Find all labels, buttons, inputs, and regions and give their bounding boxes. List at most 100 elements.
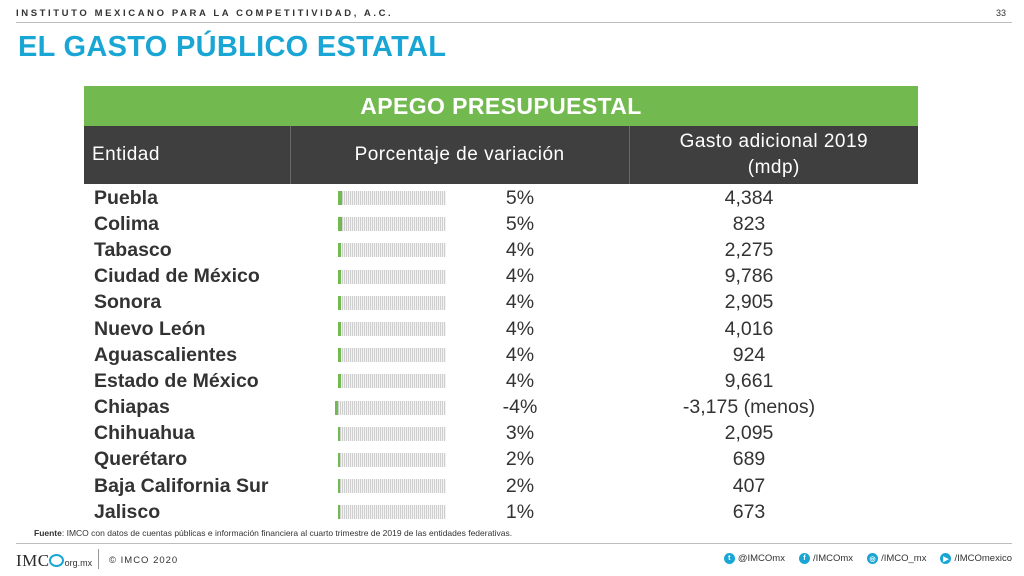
- column-header-gasto-line2: (mdp): [747, 157, 800, 178]
- bar-track: [338, 243, 446, 258]
- cell-pct: 2%: [505, 448, 535, 471]
- bar-track: [338, 191, 446, 206]
- bar-fill: [338, 269, 342, 284]
- copyright: © IMCO 2020: [109, 555, 179, 566]
- cell-gasto: 924: [732, 343, 766, 366]
- top-divider: [16, 22, 1012, 23]
- cell-pct: 5%: [505, 186, 535, 209]
- page-number: 33: [995, 8, 1006, 18]
- cell-gasto: 2,905: [724, 291, 774, 314]
- logo-domain: org.mx: [64, 558, 93, 568]
- cell-entidad: Chihuahua: [94, 422, 195, 445]
- social-link[interactable]: f/IMCOmx: [798, 553, 853, 564]
- cell-entidad: Puebla: [94, 186, 158, 209]
- table-row: Baja California Sur 2% 407: [84, 473, 918, 499]
- footer: IMC org.mx © IMCO 2020 t @IMCOmx f/IMCOmx ◎ /…: [16, 549, 1012, 571]
- column-header-row: Entidad Porcentaje de variación Gasto ad…: [84, 126, 918, 184]
- cell-gasto: 407: [732, 474, 766, 497]
- cell-pct: 3%: [505, 422, 535, 445]
- cell-pct: 4%: [505, 317, 535, 340]
- bar-track: [338, 269, 446, 284]
- table-row: Chihuahua 3% 2,095: [84, 421, 918, 447]
- bar-fill: [338, 243, 342, 258]
- cell-entidad: Aguascalientes: [94, 343, 238, 366]
- cell-entidad: Ciudad de México: [94, 265, 260, 288]
- bar-fill: [338, 191, 342, 206]
- cell-entidad: Querétaro: [94, 448, 188, 471]
- table-row: Chiapas -4% -3,175 (menos): [84, 395, 918, 421]
- column-header-gasto-line1: Gasto adicional 2019: [679, 131, 869, 152]
- table-row: Estado de México 4% 9,661: [84, 368, 918, 394]
- cell-gasto: -3,175 (menos): [682, 396, 816, 419]
- cell-pct: 2%: [505, 474, 535, 497]
- cell-gasto: 673: [732, 500, 766, 523]
- page-title: EL GASTO PÚBLICO ESTATAL: [18, 31, 447, 63]
- youtube-icon: ▶: [940, 553, 952, 564]
- cell-pct: 5%: [505, 212, 535, 235]
- cell-entidad: Tabasco: [94, 238, 172, 261]
- cell-entidad: Chiapas: [94, 396, 170, 419]
- cell-pct: 4%: [505, 369, 535, 392]
- cell-gasto: 689: [732, 448, 766, 471]
- footer-separator: [98, 549, 99, 569]
- table-row: Querétaro 2% 689: [84, 447, 918, 473]
- bar-track: [334, 400, 446, 415]
- cell-variacion-bar: [290, 499, 460, 525]
- cell-pct: 4%: [505, 265, 535, 288]
- bar-fill: [338, 426, 341, 441]
- bar-fill: [338, 348, 342, 363]
- cell-pct: 4%: [505, 291, 535, 314]
- bar-fill: [338, 322, 342, 337]
- cell-variacion-bar: [290, 264, 460, 290]
- cell-gasto: 9,661: [724, 369, 774, 392]
- bar-track: [338, 426, 446, 441]
- cell-entidad: Estado de México: [94, 369, 259, 392]
- cell-entidad: Colima: [94, 212, 160, 235]
- cell-variacion-bar: [290, 211, 460, 237]
- source-label: Fuente: [34, 528, 62, 538]
- social-link[interactable]: ◎/IMCO_mx: [867, 553, 926, 564]
- source-note: Fuente: IMCO con datos de cuentas públic…: [34, 528, 512, 538]
- cell-entidad: Jalisco: [94, 500, 161, 523]
- table-row: Nuevo León 4% 4,016: [84, 316, 918, 342]
- cell-variacion-bar: [290, 473, 460, 499]
- social-link[interactable]: t @IMCOmx: [723, 553, 785, 564]
- cell-gasto: 4,384: [724, 186, 774, 209]
- cell-entidad: Nuevo León: [94, 317, 206, 340]
- cell-gasto: 2,275: [724, 238, 774, 261]
- imco-logo[interactable]: IMC org.mx: [16, 551, 92, 571]
- bar-track: [338, 505, 446, 520]
- column-header-entidad: Entidad: [92, 144, 160, 165]
- cell-variacion-bar: [290, 290, 460, 316]
- bar-track: [338, 452, 446, 467]
- logo-text: IMC: [16, 551, 50, 570]
- twitter-icon: t: [723, 553, 735, 564]
- bar-fill: [338, 479, 340, 494]
- org-name: INSTITUTO MEXICANO PARA LA COMPETITIVIDA…: [16, 8, 394, 19]
- social-link[interactable]: ▶/IMCOmexico: [940, 553, 1012, 564]
- bar-track: [338, 348, 446, 363]
- table-row: Colima 5% 823: [84, 211, 918, 237]
- top-bar: INSTITUTO MEXICANO PARA LA COMPETITIVIDA…: [16, 6, 1012, 24]
- table-body: Puebla 5% 4,384 Colima 5% 823 Tabasco 4% 2,275 Ci…: [84, 185, 918, 525]
- budget-table: APEGO PRESUPUESTAL Entidad Porcentaje de…: [84, 86, 918, 525]
- table-row: Aguascalientes 4% 924: [84, 342, 918, 368]
- cell-gasto: 9,786: [724, 265, 774, 288]
- bar-fill: [338, 452, 340, 467]
- table-banner: APEGO PRESUPUESTAL: [84, 86, 918, 126]
- bar-fill: [338, 295, 342, 310]
- cell-variacion-bar: [290, 185, 460, 211]
- cell-gasto: 823: [732, 212, 766, 235]
- bar-track: [338, 295, 446, 310]
- cell-variacion-bar: [290, 447, 460, 473]
- social-label: @IMCOmx: [737, 553, 785, 564]
- bar-fill: [338, 505, 340, 520]
- cell-variacion-bar: [290, 368, 460, 394]
- cell-variacion-bar: [290, 395, 460, 421]
- cell-pct: 4%: [505, 343, 535, 366]
- column-header-gasto: Gasto adicional 2019 (mdp): [628, 126, 918, 184]
- cell-entidad: Baja California Sur: [94, 474, 269, 497]
- table-row: Jalisco 1% 673: [84, 499, 918, 525]
- cell-variacion-bar: [290, 342, 460, 368]
- bar-track: [338, 479, 446, 494]
